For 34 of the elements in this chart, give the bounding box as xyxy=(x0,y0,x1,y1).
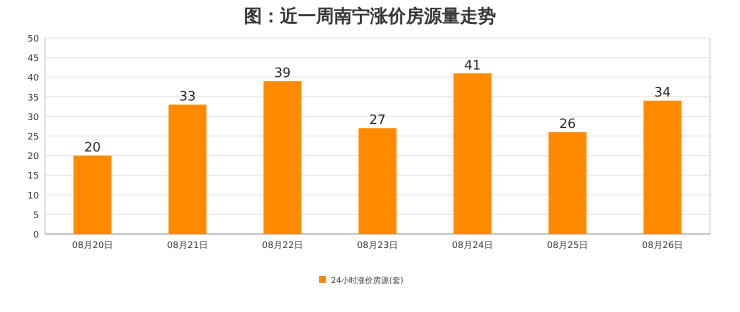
y-tick-label: 5 xyxy=(33,210,39,221)
data-label: 39 xyxy=(274,66,291,82)
legend-label: 24小时涨价房源(套) xyxy=(331,276,404,285)
bar xyxy=(454,73,492,234)
x-tick-label: 08月23日 xyxy=(357,241,398,251)
data-label: 41 xyxy=(464,58,481,74)
x-tick-label: 08月22日 xyxy=(262,241,303,251)
data-label: 33 xyxy=(179,90,196,105)
bar xyxy=(74,156,112,234)
y-tick-label: 45 xyxy=(28,54,39,64)
x-tick-label: 08月26日 xyxy=(642,241,683,251)
y-tick-label: 25 xyxy=(28,132,39,142)
x-tick-label: 08月20日 xyxy=(72,241,113,251)
x-tick-label: 08月21日 xyxy=(167,241,208,251)
y-tick-label: 20 xyxy=(28,152,40,162)
y-tick-label: 15 xyxy=(28,172,39,182)
y-tick-label: 40 xyxy=(28,74,40,84)
bar xyxy=(644,100,682,234)
y-tick-label: 10 xyxy=(28,191,40,202)
y-tick-label: 0 xyxy=(33,230,40,240)
bar xyxy=(358,128,396,234)
bar xyxy=(264,81,302,234)
bar xyxy=(548,132,586,234)
x-tick-label: 08月24日 xyxy=(452,241,493,251)
data-label: 26 xyxy=(559,117,576,132)
data-label: 20 xyxy=(84,140,101,156)
y-tick-label: 50 xyxy=(28,34,40,44)
bar xyxy=(168,104,206,234)
y-tick-label: 35 xyxy=(28,93,39,104)
chart-title: 图：近一周南宁涨价房源量走势 xyxy=(244,6,496,27)
data-label: 27 xyxy=(369,113,386,128)
y-tick-label: 30 xyxy=(28,112,40,123)
data-label: 34 xyxy=(654,86,671,101)
x-tick-label: 08月25日 xyxy=(547,241,588,251)
